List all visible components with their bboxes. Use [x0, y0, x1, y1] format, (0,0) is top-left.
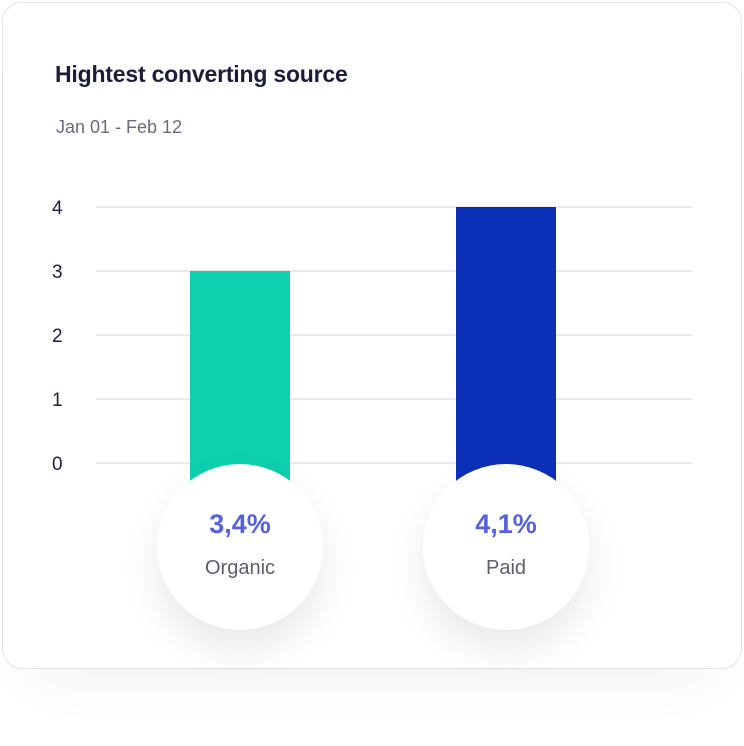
y-tick-label: 4	[52, 198, 63, 219]
bar-paid	[456, 207, 556, 483]
value-bubble: 4,1% Paid	[423, 464, 589, 630]
date-range: Jan 01 - Feb 12	[56, 117, 183, 137]
value-bubble: 3,4% Organic	[157, 464, 323, 630]
y-tick-label: 2	[52, 326, 63, 347]
y-tick-label: 1	[52, 390, 63, 411]
category-label: Organic	[204, 557, 276, 579]
chart-title: Hightest converting source	[55, 61, 348, 87]
data-label: 3,4%	[209, 509, 271, 539]
bar-organic	[190, 271, 290, 483]
data-label: 4,1%	[475, 509, 537, 539]
y-tick-label: 3	[52, 262, 63, 283]
category-label: Paid	[485, 557, 527, 579]
y-tick-label: 0	[52, 454, 63, 475]
